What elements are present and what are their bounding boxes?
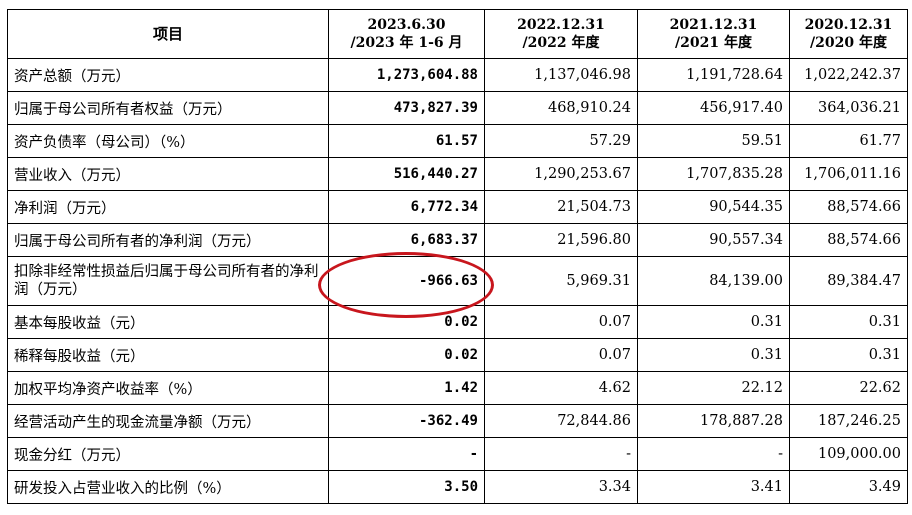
cell-v2020: 61.77 xyxy=(789,124,908,158)
cell-v2023h1: 1,273,604.88 xyxy=(328,58,485,92)
cell-v2021: 1,191,728.64 xyxy=(637,58,790,92)
cell-v2022: 1,137,046.98 xyxy=(484,58,638,92)
row-label: 净利润（万元） xyxy=(7,190,329,224)
cell-v2021: 59.51 xyxy=(637,124,790,158)
table-row: 资产负债率（母公司）（%） 61.57 57.29 59.51 61.77 xyxy=(7,124,908,158)
row-label: 营业收入（万元） xyxy=(7,157,329,191)
cell-v2021: 90,544.35 xyxy=(637,190,790,224)
cell-v2021: 0.31 xyxy=(637,338,790,372)
table-row: 加权平均净资产收益率（%） 1.42 4.62 22.12 22.62 xyxy=(7,371,908,405)
table-row: 扣除非经常性损益后归属于母公司所有者的净利润（万元） -966.63 5,969.3… xyxy=(7,256,908,306)
financial-table-container: 项目 2023.6.30 /2023 年 1-6 月 2022.12.31 /2… xyxy=(7,9,908,504)
row-label: 现金分红（万元） xyxy=(7,437,329,471)
cell-v2023h1: - xyxy=(328,437,485,471)
cell-v2021: 178,887.28 xyxy=(637,404,790,438)
cell-v2021: 3.41 xyxy=(637,470,790,504)
cell-v2021: - xyxy=(637,437,790,471)
table-row: 归属于母公司所有者权益（万元） 473,827.39 468,910.24 456,9… xyxy=(7,91,908,125)
cell-v2022: - xyxy=(484,437,638,471)
cell-v2021: 0.31 xyxy=(637,305,790,339)
cell-v2020: 0.31 xyxy=(789,305,908,339)
cell-v2023h1: -966.63 xyxy=(328,256,485,306)
header-2020-period: /2020 年度 xyxy=(810,35,887,51)
table-row: 现金分红（万元） - - -109,000.00 xyxy=(7,437,908,471)
cell-v2020: 187,246.25 xyxy=(789,404,908,438)
header-2020: 2020.12.31 /2020 年度 xyxy=(789,9,908,59)
cell-v2020: 364,036.21 xyxy=(789,91,908,125)
row-label: 资产总额（万元） xyxy=(7,58,329,92)
row-label: 研发投入占营业收入的比例（%） xyxy=(7,470,329,504)
cell-v2020: 109,000.00 xyxy=(789,437,908,471)
cell-v2023h1: 3.50 xyxy=(328,470,485,504)
table-row: 研发投入占营业收入的比例（%） 3.50 3.34 3.41 3.49 xyxy=(7,470,908,504)
cell-v2022: 3.34 xyxy=(484,470,638,504)
table-row: 稀释每股收益（元） 0.02 0.07 0.31 0.31 xyxy=(7,338,908,372)
cell-v2022: 57.29 xyxy=(484,124,638,158)
cell-v2022: 21,596.80 xyxy=(484,223,638,257)
header-item-label: 项目 xyxy=(152,25,183,43)
cell-v2023h1: 6,683.37 xyxy=(328,223,485,257)
cell-v2020: 3.49 xyxy=(789,470,908,504)
table-row: 资产总额（万元） 1,273,604.88 1,137,046.98 1,191,72… xyxy=(7,58,908,92)
row-label: 加权平均净资产收益率（%） xyxy=(7,371,329,405)
cell-v2023h1: 0.02 xyxy=(328,305,485,339)
row-label: 归属于母公司所有者的净利润（万元） xyxy=(7,223,329,257)
row-label: 扣除非经常性损益后归属于母公司所有者的净利润（万元） xyxy=(7,256,329,306)
cell-v2023h1: 1.42 xyxy=(328,371,485,405)
financial-summary-table: 项目 2023.6.30 /2023 年 1-6 月 2022.12.31 /2… xyxy=(7,9,908,504)
header-2022: 2022.12.31 /2022 年度 xyxy=(484,9,638,59)
cell-v2023h1: 0.02 xyxy=(328,338,485,372)
cell-v2022: 5,969.31 xyxy=(484,256,638,306)
header-2023h1-period: /2023 年 1-6 月 xyxy=(350,35,463,51)
header-2021: 2021.12.31 /2021 年度 xyxy=(637,9,790,59)
cell-v2022: 1,290,253.67 xyxy=(484,157,638,191)
cell-v2023h1: 61.57 xyxy=(328,124,485,158)
cell-v2023h1: 6,772.34 xyxy=(328,190,485,224)
cell-v2020: 88,574.66 xyxy=(789,223,908,257)
cell-v2021: 84,139.00 xyxy=(637,256,790,306)
cell-v2023h1: 473,827.39 xyxy=(328,91,485,125)
cell-v2020: 88,574.66 xyxy=(789,190,908,224)
cell-v2020: 0.31 xyxy=(789,338,908,372)
header-2022-date: 2022.12.31 xyxy=(517,17,605,33)
header-2021-period: /2021 年度 xyxy=(675,35,752,51)
row-label: 稀释每股收益（元） xyxy=(7,338,329,372)
table-row: 归属于母公司所有者的净利润（万元） 6,683.37 21,596.80 90,557… xyxy=(7,223,908,257)
cell-v2020: 1,706,011.16 xyxy=(789,157,908,191)
table-row: 经营活动产生的现金流量净额（万元） -362.49 72,844.86 178,887… xyxy=(7,404,908,438)
cell-v2021: 456,917.40 xyxy=(637,91,790,125)
header-2023h1-date: 2023.6.30 xyxy=(367,17,446,33)
cell-v2022: 0.07 xyxy=(484,338,638,372)
cell-v2020: 89,384.47 xyxy=(789,256,908,306)
cell-v2023h1: -362.49 xyxy=(328,404,485,438)
row-label: 归属于母公司所有者权益（万元） xyxy=(7,91,329,125)
table-header-row: 项目 2023.6.30 /2023 年 1-6 月 2022.12.31 /2… xyxy=(7,9,908,59)
cell-v2020: 1,022,242.37 xyxy=(789,58,908,92)
header-2023h1: 2023.6.30 /2023 年 1-6 月 xyxy=(328,9,485,59)
header-2022-period: /2022 年度 xyxy=(522,35,600,51)
cell-v2021: 1,707,835.28 xyxy=(637,157,790,191)
cell-v2022: 72,844.86 xyxy=(484,404,638,438)
cell-v2023h1: 516,440.27 xyxy=(328,157,485,191)
header-2020-date: 2020.12.31 xyxy=(804,17,893,33)
cell-v2022: 0.07 xyxy=(484,305,638,339)
cell-v2021: 90,557.34 xyxy=(637,223,790,257)
table-row: 基本每股收益（元） 0.02 0.07 0.31 0.31 xyxy=(7,305,908,339)
cell-v2022: 468,910.24 xyxy=(484,91,638,125)
header-item: 项目 xyxy=(7,9,329,59)
row-label: 基本每股收益（元） xyxy=(7,305,329,339)
cell-v2020: 22.62 xyxy=(789,371,908,405)
cell-v2022: 4.62 xyxy=(484,371,638,405)
row-label: 资产负债率（母公司）（%） xyxy=(7,124,329,158)
table-body: 资产总额（万元） 1,273,604.88 1,137,046.98 1,191,72… xyxy=(7,58,908,504)
cell-v2022: 21,504.73 xyxy=(484,190,638,224)
header-2021-date: 2021.12.31 xyxy=(669,17,758,33)
cell-v2021: 22.12 xyxy=(637,371,790,405)
table-row: 营业收入（万元） 516,440.27 1,290,253.67 1,707,835.… xyxy=(7,157,908,191)
row-label: 经营活动产生的现金流量净额（万元） xyxy=(7,404,329,438)
table-row: 净利润（万元） 6,772.34 21,504.73 90,544.35 88,574.… xyxy=(7,190,908,224)
